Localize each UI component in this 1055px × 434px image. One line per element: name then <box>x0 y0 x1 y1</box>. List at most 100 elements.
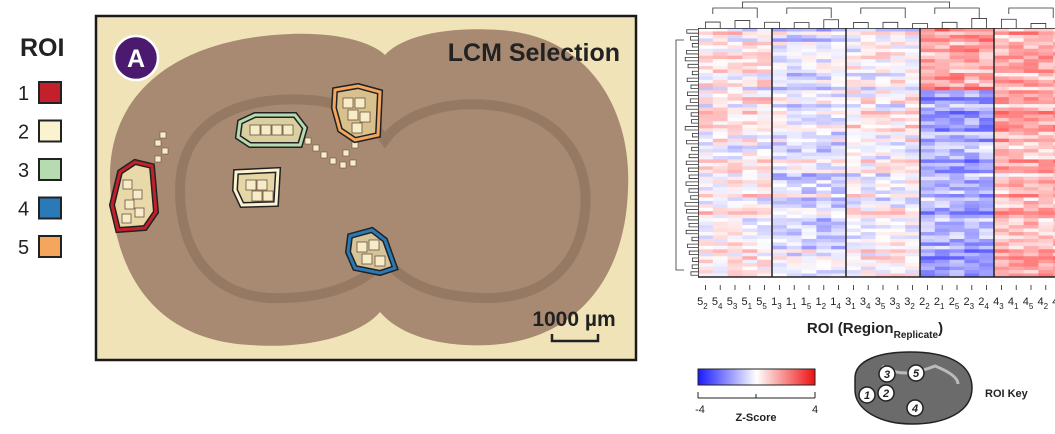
heatmap-cell <box>964 135 980 139</box>
heatmap-cell <box>994 69 1010 74</box>
heatmap-cell <box>890 273 906 278</box>
heatmap-cell <box>890 38 906 43</box>
heatmap-cell <box>1038 155 1054 160</box>
heatmap-cell <box>964 176 980 181</box>
heatmap-cell <box>905 152 921 157</box>
column-replicate: 2 <box>822 302 827 311</box>
heatmap-cell <box>964 249 980 254</box>
heatmap-cell <box>1038 62 1054 67</box>
heatmap-cell <box>772 159 788 164</box>
heatmap-cell <box>1053 166 1055 171</box>
heatmap-cell <box>772 200 788 205</box>
heatmap-cell <box>890 97 906 101</box>
heatmap-cell <box>860 221 876 226</box>
column-region: 2 <box>964 296 970 308</box>
heatmap-cell <box>949 52 965 56</box>
heatmap-cell <box>920 218 936 222</box>
heatmap-cell <box>875 259 891 264</box>
heatmap-cell <box>816 259 832 264</box>
heatmap-cell <box>742 194 758 198</box>
heatmap-cell <box>1038 41 1054 46</box>
heatmap-cell <box>727 270 743 274</box>
heatmap-cell <box>831 256 847 261</box>
colorbar-tick-label: -4 <box>695 404 705 416</box>
heatmap-cell <box>979 183 995 188</box>
heatmap-cell <box>846 117 862 122</box>
heatmap-cell <box>860 117 876 122</box>
heatmap-cell <box>949 100 965 105</box>
heatmap-cell <box>816 135 832 139</box>
heatmap-cell <box>905 62 921 67</box>
heatmap-cell <box>846 62 862 67</box>
heatmap-cell <box>801 55 817 60</box>
heatmap-cell <box>934 180 950 184</box>
heatmap-cell <box>786 159 802 164</box>
heatmap-cell <box>1038 225 1054 229</box>
heatmap-cell <box>905 86 921 91</box>
heatmap-cell <box>1023 107 1039 112</box>
heatmap-cell <box>757 187 773 191</box>
heatmap-cell <box>772 66 788 70</box>
heatmap-cell <box>964 69 980 74</box>
heatmap-cell <box>920 155 936 160</box>
heatmap-cell <box>875 41 891 46</box>
heatmap-cell <box>698 225 714 229</box>
heatmap-cell <box>860 62 876 67</box>
heatmap-cell <box>979 162 995 167</box>
heatmap-cell <box>698 252 714 257</box>
heatmap-cell <box>979 194 995 198</box>
heatmap-cell <box>949 34 965 39</box>
heatmap-cell <box>890 238 906 243</box>
heatmap-cell <box>994 180 1010 184</box>
heatmap-cell <box>801 187 817 191</box>
heatmap-cell <box>964 131 980 136</box>
heatmap-cell <box>1023 76 1039 81</box>
heatmap-cell <box>757 59 773 63</box>
heatmap-cell <box>742 138 758 143</box>
heatmap-cell <box>757 76 773 81</box>
heatmap-cell <box>816 41 832 46</box>
heatmap-cell <box>949 228 965 233</box>
heatmap-cell <box>831 221 847 226</box>
heatmap-cell <box>831 66 847 70</box>
heatmap-cell <box>742 121 758 126</box>
heatmap-cell <box>860 138 876 143</box>
heatmap-cell <box>860 183 876 188</box>
column-region: 5 <box>742 296 748 308</box>
column-replicate: 3 <box>896 302 901 311</box>
heatmap-cell <box>712 155 728 160</box>
key-marker <box>877 384 895 402</box>
heatmap-cell <box>964 48 980 53</box>
heatmap-cell <box>816 59 832 63</box>
heatmap-cell <box>964 93 980 98</box>
column-region: 2 <box>949 296 955 308</box>
heatmap-cell <box>1008 55 1024 60</box>
column-label: 13 <box>771 296 782 311</box>
heatmap-cell <box>1023 225 1039 229</box>
heatmap-cell <box>831 41 847 46</box>
heatmap-cell <box>964 211 980 216</box>
heatmap-cell <box>1038 83 1054 88</box>
heatmap-cell <box>801 228 817 233</box>
heatmap-cell <box>875 28 891 32</box>
heatmap-cell <box>846 166 862 171</box>
heatmap-cell <box>949 266 965 271</box>
heatmap-cell <box>757 200 773 205</box>
heatmap-cell <box>786 69 802 74</box>
heatmap-cell <box>698 135 714 139</box>
heatmap-cell <box>712 194 728 198</box>
roi-outline-4 <box>346 228 397 275</box>
heatmap-cell <box>727 204 743 209</box>
heatmap-cell <box>860 124 876 129</box>
heatmap-cell <box>846 145 862 150</box>
heatmap-cell <box>964 52 980 56</box>
heatmap-cell <box>890 235 906 240</box>
heatmap-cell <box>772 41 788 46</box>
heatmap-cell <box>772 135 788 139</box>
column-region: 4 <box>1008 296 1014 308</box>
heatmap-cell <box>994 45 1010 50</box>
heatmap-cell <box>994 197 1010 202</box>
heatmap-cell <box>1008 204 1024 209</box>
heatmap-cell <box>816 256 832 261</box>
heatmap-cell <box>742 69 758 74</box>
